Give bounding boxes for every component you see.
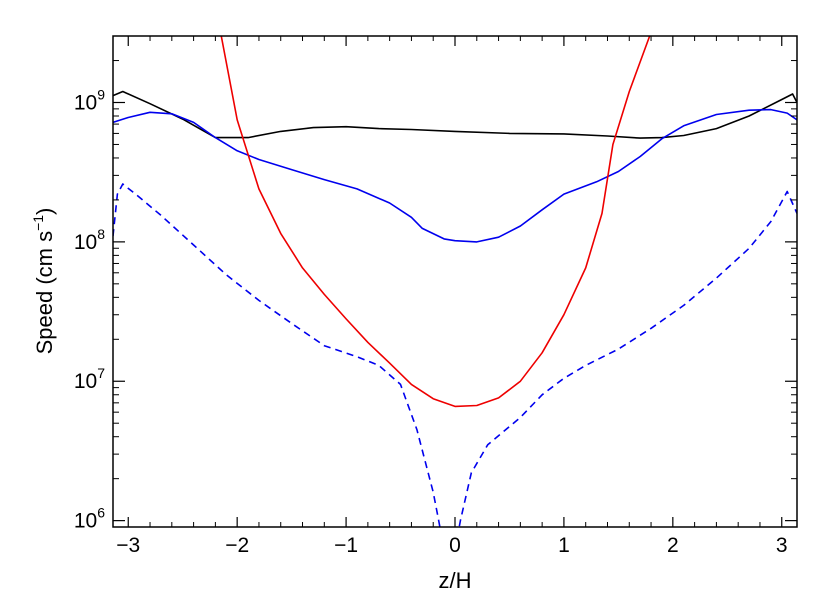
- series-line-4: [220, 36, 651, 408]
- x-tick-label-4: 1: [558, 534, 570, 557]
- y-axis-label-superscript: −1: [30, 215, 46, 231]
- tick-layer: [113, 35, 797, 528]
- y-tick-label-0: 106: [74, 505, 105, 533]
- y-tick-label-2: 108: [74, 226, 105, 254]
- x-tick-label-5: 2: [667, 534, 679, 557]
- x-tick-label-1: −2: [225, 534, 249, 557]
- series-layer: [113, 36, 797, 527]
- x-tick-label-6: 3: [776, 534, 788, 557]
- label-layer: −3 −2 −1 0 1 2 3 106 107 108 109: [74, 86, 788, 557]
- y-tick-label-1: 107: [74, 365, 105, 393]
- y-tick-label-3: 109: [74, 86, 105, 114]
- y-axis-label: Speed (cm s−1): [30, 208, 57, 355]
- x-axis-label: z/H: [439, 568, 472, 593]
- y-axis-label-prefix: Speed (cm s: [32, 231, 57, 355]
- series-line-0: [113, 90, 797, 139]
- plot-frame: [112, 35, 798, 528]
- y-axis-label-suffix: ): [32, 208, 57, 215]
- x-tick-label-3: 0: [449, 534, 461, 557]
- series-line-2: [113, 183, 441, 527]
- series-line-3: [458, 190, 797, 527]
- series-line-1: [113, 108, 797, 243]
- x-tick-label-2: −1: [334, 534, 358, 557]
- x-tick-label-0: −3: [116, 534, 140, 557]
